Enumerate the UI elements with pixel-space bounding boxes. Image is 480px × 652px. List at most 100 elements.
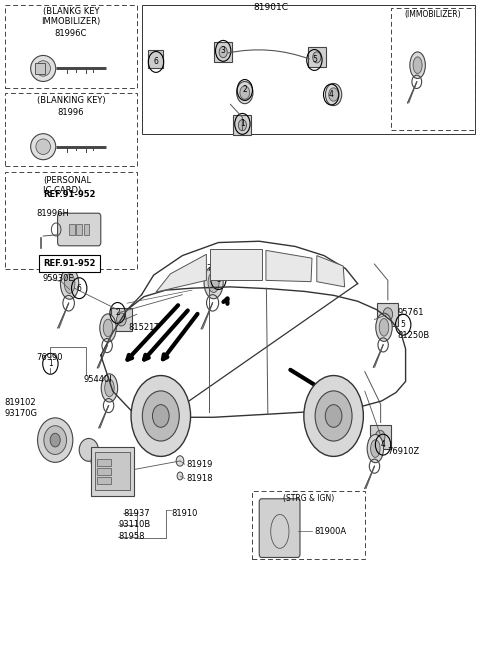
FancyBboxPatch shape (259, 499, 300, 557)
Ellipse shape (36, 139, 50, 155)
FancyBboxPatch shape (58, 213, 101, 246)
Circle shape (325, 405, 342, 427)
Text: (BLANKG KEY
IMMOBILIZER): (BLANKG KEY IMMOBILIZER) (41, 7, 101, 26)
Text: 76910Z: 76910Z (387, 447, 419, 456)
Text: 4: 4 (329, 90, 334, 99)
Bar (214, 42, 232, 62)
Text: (IMMOBILIZER): (IMMOBILIZER) (405, 10, 461, 19)
Ellipse shape (100, 314, 116, 342)
Circle shape (219, 46, 228, 58)
Circle shape (117, 313, 126, 326)
Bar (233, 115, 252, 135)
Bar (95, 452, 130, 490)
Bar (148, 50, 163, 68)
Bar (97, 477, 111, 484)
Bar (391, 8, 475, 130)
Ellipse shape (413, 57, 422, 74)
Circle shape (315, 391, 352, 441)
Text: 819102: 819102 (5, 398, 36, 407)
Text: 5: 5 (401, 320, 406, 329)
Text: (BLANKING KEY): (BLANKING KEY) (37, 96, 105, 106)
Ellipse shape (79, 438, 98, 462)
Ellipse shape (410, 52, 425, 78)
Text: 81996H: 81996H (36, 209, 69, 218)
Circle shape (238, 119, 247, 130)
Text: REF.91-952: REF.91-952 (43, 259, 96, 268)
Text: 95930E: 95930E (42, 274, 74, 283)
Ellipse shape (105, 379, 114, 396)
Text: 3: 3 (221, 46, 226, 55)
Bar (97, 468, 111, 475)
Circle shape (329, 88, 338, 101)
Text: (PERSONAL
IC CARD): (PERSONAL IC CARD) (43, 176, 91, 196)
Bar (5, 172, 137, 269)
Circle shape (237, 82, 253, 104)
Bar (252, 491, 365, 559)
Text: 95440I: 95440I (84, 375, 113, 384)
Ellipse shape (37, 418, 73, 462)
Bar (142, 5, 475, 134)
Bar (111, 308, 132, 331)
Text: 81996C: 81996C (55, 29, 87, 38)
Ellipse shape (91, 450, 110, 473)
Text: 81919: 81919 (186, 460, 213, 469)
Text: 4: 4 (381, 440, 385, 449)
Circle shape (240, 86, 250, 99)
Circle shape (177, 472, 183, 480)
Text: REF.91-952: REF.91-952 (43, 190, 96, 200)
Circle shape (383, 308, 393, 321)
Circle shape (131, 376, 191, 456)
Polygon shape (266, 250, 312, 282)
Ellipse shape (204, 266, 223, 299)
Circle shape (153, 405, 169, 427)
Bar (370, 425, 391, 449)
Text: 81521T: 81521T (129, 323, 160, 332)
Circle shape (313, 52, 321, 63)
Text: 1: 1 (240, 119, 245, 128)
Text: 81910: 81910 (171, 509, 197, 518)
Ellipse shape (371, 439, 380, 458)
Polygon shape (317, 256, 345, 287)
Bar (97, 459, 111, 466)
Ellipse shape (379, 318, 389, 336)
Text: 6: 6 (77, 284, 82, 293)
Text: 2: 2 (115, 308, 120, 318)
Ellipse shape (208, 272, 219, 293)
Ellipse shape (376, 313, 392, 342)
Circle shape (304, 376, 363, 456)
Text: (STRG & IGN): (STRG & IGN) (283, 494, 334, 503)
Text: 3: 3 (216, 274, 221, 284)
Text: 93170G: 93170G (5, 409, 38, 418)
Ellipse shape (60, 268, 79, 299)
Circle shape (325, 83, 342, 106)
Ellipse shape (101, 374, 118, 402)
Text: 5: 5 (312, 55, 317, 65)
Bar (69, 224, 75, 235)
Text: 6: 6 (154, 57, 158, 67)
Bar (35, 63, 45, 74)
Text: 81900A: 81900A (314, 527, 347, 536)
Text: 81996: 81996 (58, 108, 84, 117)
Circle shape (143, 391, 179, 441)
Ellipse shape (31, 55, 56, 82)
Text: 81250B: 81250B (397, 331, 430, 340)
Text: 81901C: 81901C (254, 3, 288, 12)
Bar (5, 93, 137, 166)
Bar (84, 224, 89, 235)
Bar (91, 447, 134, 496)
Text: 81958: 81958 (118, 532, 144, 541)
Text: 76910Y: 76910Y (206, 264, 238, 273)
Text: 1: 1 (48, 359, 53, 368)
Ellipse shape (36, 61, 50, 76)
Ellipse shape (44, 426, 67, 454)
Ellipse shape (103, 319, 113, 337)
Text: 81918: 81918 (186, 474, 213, 483)
Text: 95761: 95761 (397, 308, 424, 318)
Polygon shape (210, 249, 262, 280)
Bar (76, 224, 82, 235)
Bar (308, 48, 326, 67)
Ellipse shape (102, 459, 121, 482)
Bar (377, 303, 398, 326)
Text: 93110B: 93110B (118, 520, 150, 529)
Circle shape (50, 433, 60, 447)
